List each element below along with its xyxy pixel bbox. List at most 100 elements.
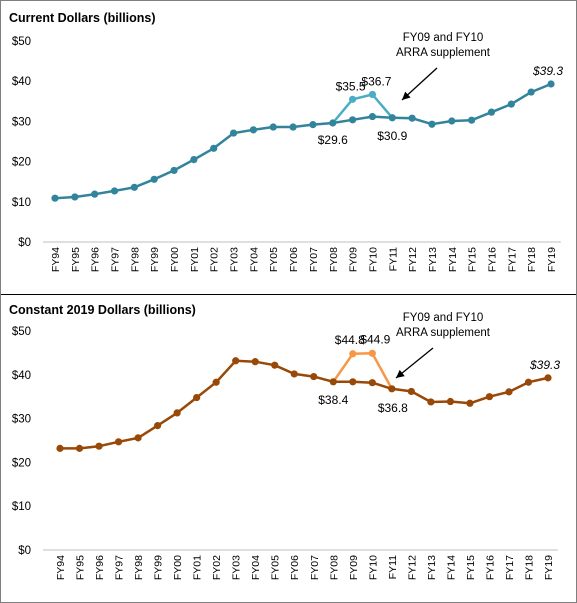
data-label: $39.3 bbox=[532, 64, 563, 78]
x-tick-label: FY97 bbox=[110, 247, 122, 272]
main-series-point bbox=[71, 193, 79, 201]
x-tick-label: FY19 bbox=[546, 247, 558, 272]
y-tick-label: $30 bbox=[12, 414, 31, 426]
x-tick-label: FY08 bbox=[328, 247, 340, 272]
main-series-point bbox=[269, 123, 277, 131]
main-series-point bbox=[130, 183, 138, 191]
main-series-point bbox=[527, 88, 535, 96]
x-tick-label: FY14 bbox=[447, 247, 459, 272]
supplement-series-line bbox=[332, 352, 393, 390]
main-series-point bbox=[407, 387, 415, 396]
main-series-point bbox=[190, 155, 198, 164]
data-label: $36.8 bbox=[378, 401, 408, 415]
main-series-point bbox=[271, 361, 279, 369]
x-tick-label: FY07 bbox=[309, 555, 321, 580]
data-label: $44.8 bbox=[335, 333, 365, 347]
main-series-point bbox=[466, 399, 474, 407]
main-series-point bbox=[388, 385, 396, 393]
annotation-text-line-1: FY09 and FY10 bbox=[403, 32, 484, 44]
main-series-point bbox=[232, 357, 240, 365]
x-tick-label: FY97 bbox=[114, 555, 126, 580]
main-series-point bbox=[170, 166, 178, 175]
x-tick-label: FY01 bbox=[189, 247, 201, 272]
x-tick-label: FY13 bbox=[426, 555, 438, 580]
main-series-point bbox=[95, 442, 103, 450]
x-tick-label: FY98 bbox=[133, 555, 145, 580]
main-series-point bbox=[309, 121, 317, 129]
x-tick-label: FY14 bbox=[445, 555, 457, 580]
x-tick-label: FY12 bbox=[406, 555, 418, 580]
annotation-text-line-1: FY09 and FY10 bbox=[403, 312, 484, 324]
x-tick-label: FY16 bbox=[486, 247, 498, 272]
annotation-arrow-head bbox=[402, 91, 411, 100]
data-label: $29.6 bbox=[318, 133, 348, 147]
x-tick-label: FY95 bbox=[70, 247, 82, 272]
supplement-series-point bbox=[349, 95, 357, 103]
main-series-point bbox=[448, 117, 456, 125]
x-tick-label: FY04 bbox=[248, 247, 260, 272]
main-series-point bbox=[193, 393, 201, 402]
data-label: $36.7 bbox=[361, 74, 391, 88]
x-tick-label: FY00 bbox=[172, 555, 184, 580]
main-series-point bbox=[212, 378, 220, 386]
x-tick-label: FY11 bbox=[387, 555, 399, 579]
main-series-point bbox=[56, 444, 64, 452]
main-series-point bbox=[349, 378, 357, 386]
annotation-text-line-2: ARRA supplement bbox=[396, 47, 491, 59]
x-tick-label: FY04 bbox=[250, 555, 262, 580]
x-tick-label: FY00 bbox=[169, 247, 181, 272]
x-tick-label: FY05 bbox=[268, 247, 280, 272]
x-tick-label: FY94 bbox=[55, 555, 67, 580]
x-tick-label: FY16 bbox=[484, 555, 496, 580]
x-tick-label: FY15 bbox=[467, 247, 479, 272]
main-series-point bbox=[154, 422, 162, 430]
y-tick-label: $50 bbox=[12, 326, 31, 338]
x-tick-label: FY18 bbox=[523, 555, 535, 580]
y-tick-label: $40 bbox=[12, 370, 31, 382]
main-series-point bbox=[388, 114, 396, 122]
y-tick-label: $0 bbox=[18, 237, 31, 249]
x-tick-label: FY09 bbox=[348, 247, 360, 272]
panel-divider bbox=[1, 294, 576, 295]
main-series-point bbox=[329, 378, 337, 386]
main-series-point bbox=[468, 116, 476, 124]
x-tick-label: FY99 bbox=[153, 555, 165, 580]
y-tick-label: $40 bbox=[12, 76, 31, 88]
x-tick-label: FY01 bbox=[192, 555, 204, 580]
y-tick-label: $20 bbox=[12, 157, 31, 169]
main-series-point bbox=[349, 116, 357, 124]
x-tick-label: FY05 bbox=[270, 555, 282, 580]
x-tick-label: FY06 bbox=[288, 247, 300, 272]
chart-panel-1: $0 $10 $20 $30 $40 $50 FY94 FY95 FY96 FY97 FY98 FY9… bbox=[12, 32, 564, 272]
x-tick-label: FY98 bbox=[129, 247, 141, 272]
main-series-point bbox=[134, 434, 142, 442]
x-tick-label: FY10 bbox=[367, 247, 379, 272]
y-tick-label: $30 bbox=[12, 116, 31, 128]
main-series-point bbox=[75, 444, 84, 452]
y-tick-label: $10 bbox=[12, 197, 31, 209]
annotation-text-line-2: ARRA supplement bbox=[396, 327, 491, 339]
main-series-point bbox=[251, 358, 259, 366]
main-series-point bbox=[150, 175, 158, 183]
main-series-point bbox=[544, 374, 552, 382]
main-series-point bbox=[507, 100, 515, 108]
main-series-point bbox=[428, 120, 436, 128]
supplement-series-point bbox=[349, 350, 357, 358]
main-series-point bbox=[368, 112, 377, 121]
main-series-point bbox=[290, 370, 298, 378]
data-label: $30.9 bbox=[377, 129, 407, 143]
data-label: $44.9 bbox=[360, 332, 390, 346]
main-series-point bbox=[446, 397, 454, 406]
y-tick-label: $10 bbox=[12, 501, 31, 513]
x-tick-label: FY19 bbox=[543, 555, 555, 580]
y-tick-label: $20 bbox=[12, 457, 31, 469]
main-series-point bbox=[289, 123, 297, 131]
main-series-point bbox=[427, 398, 435, 406]
main-series-point bbox=[310, 372, 318, 381]
x-tick-label: FY95 bbox=[75, 555, 87, 580]
main-series-point bbox=[210, 144, 218, 152]
main-series-point bbox=[487, 108, 496, 116]
supplement-series-point bbox=[368, 90, 377, 99]
x-tick-label: FY02 bbox=[209, 247, 221, 272]
